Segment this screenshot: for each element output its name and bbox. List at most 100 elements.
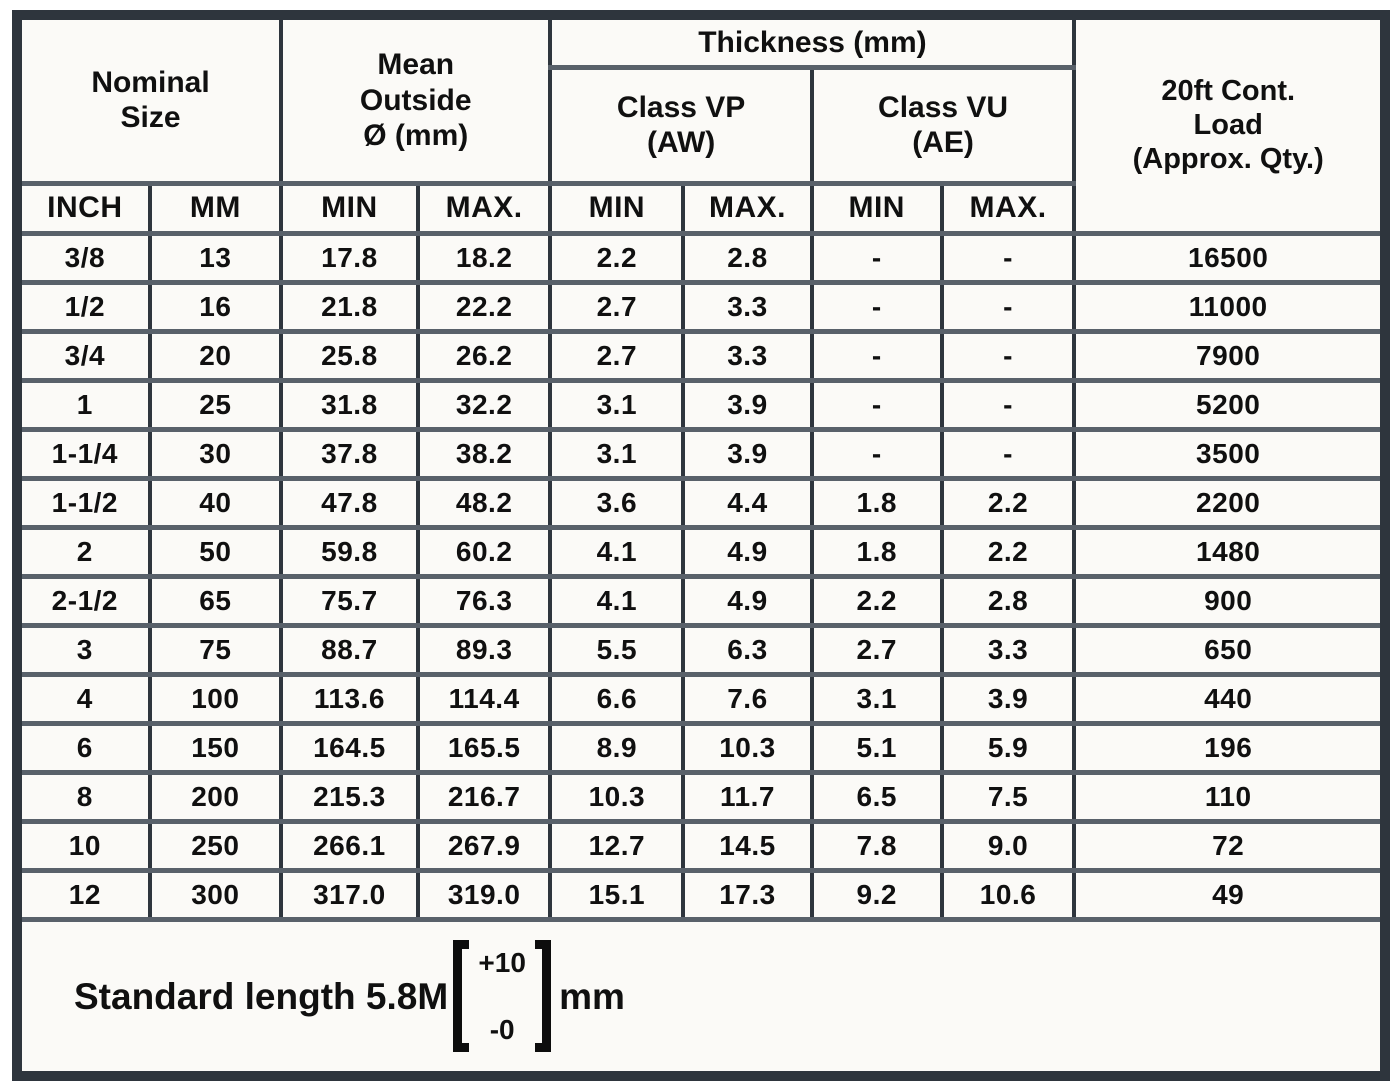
bracket-left-icon	[453, 940, 470, 1053]
table-cell: 10.6	[939, 867, 1077, 922]
table-cell: -	[939, 230, 1077, 285]
standard-length-text: Standard length 5.8M	[74, 975, 449, 1017]
table-cell: 2.7	[548, 279, 686, 334]
table-cell: 1	[15, 377, 152, 432]
table-cell: 2.2	[939, 524, 1077, 579]
table-cell: 5.5	[548, 622, 686, 677]
tolerance-values: +10 -0	[469, 940, 535, 1052]
table-cell: 3500	[1072, 426, 1387, 481]
table-cell: 7900	[1072, 328, 1387, 383]
table-cell: 2.8	[681, 230, 814, 285]
table-cell: 89.3	[415, 622, 553, 677]
table-cell: 65	[147, 573, 284, 628]
table-cell: 650	[1072, 622, 1387, 677]
table-cell: 14.5	[681, 818, 814, 873]
table-body: 3/8 13 17.8 18.2 2.2 2.8- -16500 1/2 16 21.8 22.2 2…	[15, 230, 1387, 922]
table-cell: 72	[1072, 818, 1387, 873]
table-cell: -	[809, 328, 944, 383]
subheader-od-max: MAX.	[415, 180, 553, 236]
table-row: 10 250 266.1 267.9 12.7 14.5 7.8 9.0 72	[15, 818, 1387, 873]
table-cell: 114.4	[415, 671, 553, 726]
table-cell: 38.2	[415, 426, 553, 481]
subheader-vp-max: MAX.	[681, 180, 814, 236]
table-cell: 1.8	[809, 524, 944, 579]
table-row: 1/2 16 21.8 22.2 2.7 3.3- -11000	[15, 279, 1387, 334]
table-cell: 18.2	[415, 230, 553, 285]
table-cell: 25.8	[279, 328, 420, 383]
table-cell: 1-1/4	[15, 426, 152, 481]
table-cell: 3	[15, 622, 152, 677]
table-cell: 4.9	[681, 524, 814, 579]
table-cell: 49	[1072, 867, 1387, 922]
table-cell: 266.1	[279, 818, 420, 873]
table-cell: 3.1	[548, 426, 686, 481]
table-cell: 2.2	[939, 475, 1077, 530]
table-cell: 1.8	[809, 475, 944, 530]
tolerance-plus: +10	[478, 947, 526, 979]
table-row: 3/4 20 25.8 26.2 2.7 3.3- -7900	[15, 328, 1387, 383]
table-cell: 3.3	[681, 328, 814, 383]
table-cell: 2.8	[939, 573, 1077, 628]
table-cell: 1480	[1072, 524, 1387, 579]
table-cell: 7.5	[939, 769, 1077, 824]
table-cell: 2200	[1072, 475, 1387, 530]
table-cell: 5.9	[939, 720, 1077, 775]
table-cell: 165.5	[415, 720, 553, 775]
table-cell: 150	[147, 720, 284, 775]
table-cell: 11000	[1072, 279, 1387, 334]
table-cell: 25	[147, 377, 284, 432]
table-cell: 40	[147, 475, 284, 530]
table-cell: 11.7	[681, 769, 814, 824]
table-cell: 2.7	[548, 328, 686, 383]
table-row: 1-1/2 40 47.8 48.2 3.6 4.4 1.8 2.2 2200	[15, 475, 1387, 530]
table-cell: 37.8	[279, 426, 420, 481]
table-cell: 12.7	[548, 818, 686, 873]
table-cell: 3.9	[939, 671, 1077, 726]
table-cell: 88.7	[279, 622, 420, 677]
header-class-vp: Class VP (AW)	[548, 64, 814, 186]
header-20ft-cont-load: 20ft Cont. Load (Approx. Qty.)	[1072, 12, 1387, 236]
table-cell: 6.5	[809, 769, 944, 824]
table-cell: -	[809, 230, 944, 285]
table-cell: 3/4	[15, 328, 152, 383]
table-cell: 75	[147, 622, 284, 677]
table-row: 1 25 31.8 32.2 3.1 3.9- -5200	[15, 377, 1387, 432]
table-cell: 16	[147, 279, 284, 334]
table-cell: 2	[15, 524, 152, 579]
table-cell: 250	[147, 818, 284, 873]
table-cell: 10.3	[681, 720, 814, 775]
table-cell: 16500	[1072, 230, 1387, 285]
table-cell: -	[939, 377, 1077, 432]
table-cell: 3/8	[15, 230, 152, 285]
table-row: 3 75 88.7 89.3 5.5 6.3 2.7 3.3 650	[15, 622, 1387, 677]
table-cell: -	[809, 426, 944, 481]
table-cell: 2.2	[548, 230, 686, 285]
table-cell: 12	[15, 867, 152, 922]
table-cell: 1/2	[15, 279, 152, 334]
table-cell: 3.9	[681, 426, 814, 481]
table-cell: 22.2	[415, 279, 553, 334]
tolerance-bracket: +10 -0	[453, 940, 552, 1053]
table-cell: 1-1/2	[15, 475, 152, 530]
table-cell: 20	[147, 328, 284, 383]
table-cell: 216.7	[415, 769, 553, 824]
subheader-inch: INCH	[15, 180, 152, 236]
tolerance-minus: -0	[489, 1014, 515, 1046]
table-cell: 47.8	[279, 475, 420, 530]
table-cell: 26.2	[415, 328, 553, 383]
table-cell: 8	[15, 769, 152, 824]
table-cell: 2-1/2	[15, 573, 152, 628]
table-cell: 317.0	[279, 867, 420, 922]
table-cell: -	[939, 279, 1077, 334]
table-cell: 15.1	[548, 867, 686, 922]
table-cell: 76.3	[415, 573, 553, 628]
header-mean-outside-diameter: Mean Outside Ø (mm)	[278, 12, 553, 186]
table-cell: 30	[147, 426, 284, 481]
table-cell: 9.2	[809, 867, 944, 922]
table-row: 8 200 215.3 216.7 10.3 11.7 6.5 7.5 110	[15, 769, 1387, 824]
table-cell: 196	[1072, 720, 1387, 775]
table-cell: 3.3	[681, 279, 814, 334]
table-cell: 4.4	[681, 475, 814, 530]
table-cell: 17.3	[681, 867, 814, 922]
